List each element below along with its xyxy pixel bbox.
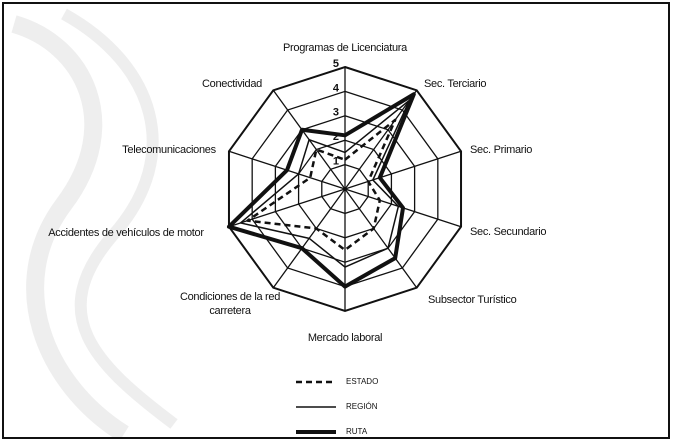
chart-frame: 1 2 3 4 5 ESTADO REGIÓN RUTA Programas de Licen…: [2, 2, 670, 439]
background-ornament: [11, 8, 178, 437]
axis-label: Telecomunicaciones: [122, 144, 216, 156]
legend-label: ESTADO: [346, 377, 378, 386]
spoke: [344, 150, 462, 190]
chart: 1 2 3 4 5 ESTADO REGIÓN RUTA: [11, 8, 463, 437]
axis-label: Subsector Turístico: [428, 294, 517, 306]
r-tick-label: 2: [333, 131, 339, 143]
axis-label: Conectividad: [202, 78, 262, 90]
r-tick-label: 1: [333, 156, 339, 168]
axis-label: Programas de Licenciatura: [283, 42, 407, 54]
spoke: [344, 89, 418, 190]
spoke: [344, 188, 418, 289]
r-tick-label: 3: [333, 107, 339, 119]
axis-label: Sec. Secundario: [470, 226, 547, 238]
r-tick-label: 4: [333, 82, 340, 94]
series-line: [226, 92, 416, 289]
axis-label: Accidentes de vehículos de motor: [48, 227, 204, 239]
axis-label: Condiciones de la red carretera: [179, 291, 281, 317]
axis-label: Mercado laboral: [307, 332, 383, 344]
legend-label: REGIÓN: [346, 402, 378, 411]
axis-label: Sec. Terciario: [424, 78, 487, 90]
legend-label: RUTA: [346, 427, 368, 436]
r-tick-label: 5: [333, 58, 339, 70]
axis-label: Sec. Primario: [470, 144, 533, 156]
series-line: [239, 99, 411, 268]
